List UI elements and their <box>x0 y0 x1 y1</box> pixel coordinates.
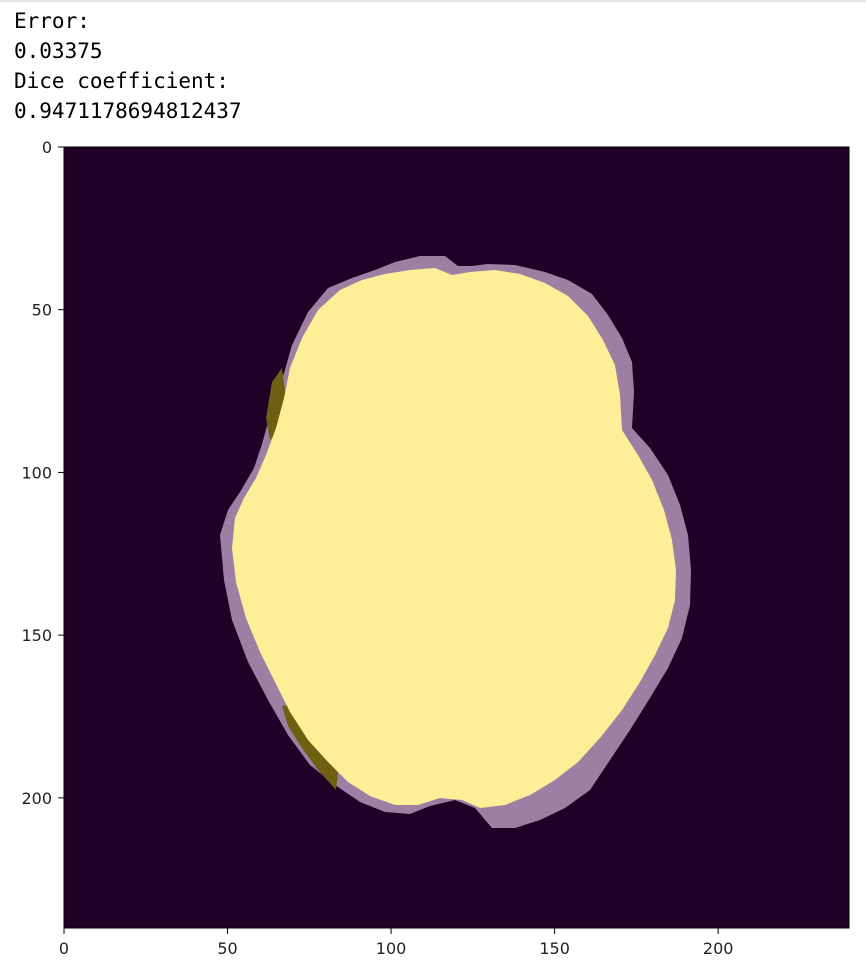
x-tick-label: 50 <box>217 939 237 958</box>
x-tick-label: 150 <box>539 939 570 958</box>
cell-top-rule <box>0 0 866 2</box>
x-tick-label: 200 <box>703 939 734 958</box>
y-tick-label: 150 <box>21 626 52 645</box>
y-tick-label: 100 <box>21 463 52 482</box>
dice-label: Dice coefficient: <box>14 69 229 93</box>
error-value: 0.03375 <box>14 39 103 63</box>
x-tick-label: 100 <box>376 939 407 958</box>
mask-layer <box>220 256 691 828</box>
x-axis: 0 50 100 150 200 <box>59 928 734 958</box>
overlap-region <box>232 268 676 808</box>
cell-output-text: Error: 0.03375 Dice coefficient: 0.94711… <box>14 6 242 126</box>
x-tick-label: 0 <box>59 939 69 958</box>
error-label: Error: <box>14 9 90 33</box>
ground-truth-only-region <box>266 368 338 790</box>
y-tick-label: 50 <box>32 301 52 320</box>
axes-frame <box>63 146 850 929</box>
y-tick-label: 200 <box>21 789 52 808</box>
dice-value: 0.9471178694812437 <box>14 99 242 123</box>
y-tick-label: 0 <box>42 138 52 157</box>
y-axis: 0 50 100 150 200 <box>21 138 64 808</box>
